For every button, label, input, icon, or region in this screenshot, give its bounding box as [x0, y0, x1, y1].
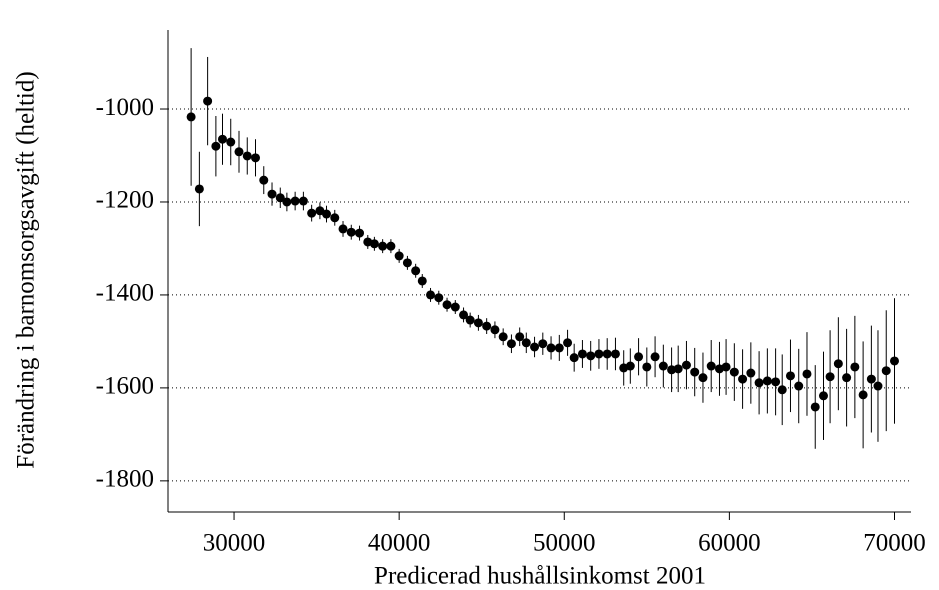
x-tick-label: 50000	[533, 530, 596, 557]
point	[785, 371, 795, 381]
point	[771, 377, 781, 387]
point	[563, 338, 573, 348]
point	[290, 196, 300, 206]
point	[673, 364, 683, 374]
point	[346, 227, 356, 237]
point	[810, 402, 820, 412]
point	[658, 361, 668, 371]
point	[794, 381, 804, 391]
point	[754, 378, 764, 388]
point	[690, 367, 700, 377]
point	[881, 366, 891, 376]
point	[386, 241, 396, 251]
point	[402, 258, 412, 268]
y-tick-label: -1400	[96, 280, 154, 307]
point	[546, 343, 556, 353]
point	[825, 372, 835, 382]
point	[667, 365, 677, 375]
point	[242, 151, 252, 161]
point	[369, 239, 379, 249]
point	[282, 197, 292, 207]
point	[186, 112, 196, 122]
point	[698, 373, 708, 383]
point	[610, 349, 620, 359]
point	[482, 321, 492, 331]
point	[226, 137, 236, 147]
point	[498, 332, 508, 342]
point	[426, 290, 436, 300]
point	[746, 368, 756, 378]
point	[417, 276, 427, 286]
y-axis-title: Förändring i barnomsorgsavgift (heltid)	[13, 71, 40, 468]
x-tick-label: 30000	[203, 530, 266, 557]
point	[298, 196, 308, 206]
point	[203, 96, 213, 106]
point	[307, 208, 317, 218]
point	[594, 349, 604, 359]
x-tick-label: 40000	[368, 530, 431, 557]
point	[378, 241, 388, 251]
point	[642, 362, 652, 372]
point	[866, 374, 876, 384]
point	[729, 367, 739, 377]
point	[554, 343, 564, 353]
point	[569, 353, 579, 363]
point	[194, 184, 204, 194]
point	[459, 310, 469, 320]
point	[889, 356, 899, 366]
y-tick-label: -1600	[96, 373, 154, 400]
point	[802, 369, 812, 379]
point	[338, 224, 348, 234]
point	[777, 385, 787, 395]
point	[394, 251, 404, 261]
x-axis-title: Predicerad hushållsinkomst 2001	[374, 563, 706, 590]
point	[473, 318, 483, 328]
point	[538, 339, 548, 349]
point	[530, 342, 540, 352]
point	[577, 349, 587, 359]
point	[217, 134, 227, 144]
point	[322, 209, 332, 219]
point	[602, 349, 612, 359]
x-tick-label: 70000	[863, 530, 926, 557]
point	[873, 381, 883, 391]
point	[267, 189, 277, 199]
y-tick-label: -1000	[96, 94, 154, 121]
x-tick-label: 60000	[698, 530, 761, 557]
point	[442, 300, 452, 310]
point	[434, 293, 444, 303]
y-tick-label: -1800	[96, 466, 154, 493]
point	[858, 390, 868, 400]
point	[259, 175, 269, 185]
point	[465, 315, 475, 325]
point	[506, 339, 516, 349]
point	[681, 360, 691, 370]
point	[706, 361, 716, 371]
point	[411, 266, 421, 276]
point	[330, 213, 340, 223]
point	[850, 362, 860, 372]
point	[275, 193, 285, 203]
point	[842, 373, 852, 383]
point	[762, 376, 772, 386]
point	[586, 351, 596, 361]
point	[521, 338, 531, 348]
point	[450, 302, 460, 312]
y-tick-label: -1200	[96, 187, 154, 214]
point	[211, 141, 221, 151]
point	[833, 359, 843, 369]
point	[625, 361, 635, 371]
point	[634, 352, 644, 362]
point	[738, 374, 748, 384]
point	[721, 362, 731, 372]
point	[251, 153, 261, 163]
point	[515, 332, 525, 342]
point	[650, 352, 660, 362]
point	[818, 391, 828, 401]
point	[355, 228, 365, 238]
point	[234, 147, 244, 157]
point	[490, 325, 500, 335]
